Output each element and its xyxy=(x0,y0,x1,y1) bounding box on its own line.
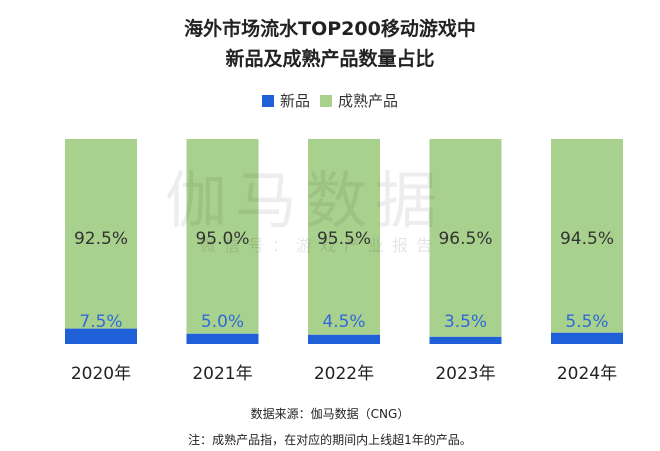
bar-mature-4 xyxy=(551,139,623,333)
bar-mature-2 xyxy=(308,139,380,335)
x-tick-label-1: 2021年 xyxy=(192,364,252,384)
legend-item-mature: 成熟产品 xyxy=(320,90,398,111)
bar-new-4 xyxy=(551,332,623,344)
bar-new-0 xyxy=(65,328,137,344)
legend-label-mature: 成熟产品 xyxy=(338,92,399,110)
x-tick-label-2: 2022年 xyxy=(314,364,374,384)
chart-title-line2: 新品及成熟产品数量占比 xyxy=(225,48,435,70)
data-label-mature-3: 96.5% xyxy=(438,229,492,249)
bar-mature-1 xyxy=(186,139,259,334)
legend-label-new: 新品 xyxy=(279,92,310,110)
data-label-mature-1: 95.0% xyxy=(195,229,249,249)
chart-legend: 新品 成熟产品 xyxy=(0,90,660,111)
data-label-new-3: 3.5% xyxy=(444,312,487,332)
data-label-new-4: 5.5% xyxy=(565,312,608,332)
watermark-subtext: 微信号：游戏产业报告 xyxy=(200,236,441,255)
bar-mature-3 xyxy=(429,139,502,337)
bar-new-3 xyxy=(429,336,502,344)
watermark-text: 伽马数据 xyxy=(165,164,446,237)
bar-mature-0 xyxy=(65,139,137,329)
x-tick-label-3: 2023年 xyxy=(435,364,495,384)
x-tick-label-0: 2020年 xyxy=(71,364,131,384)
data-label-new-0: 7.5% xyxy=(79,312,122,332)
bar-new-2 xyxy=(308,334,380,344)
legend-swatch-mature xyxy=(320,94,332,107)
chart-title-line1: 海外市场流水TOP200移动游戏中 xyxy=(184,18,476,40)
data-label-mature-4: 94.5% xyxy=(560,229,614,249)
definition-note: 注：成熟产品指，在对应的期间内上线超1年的产品。 xyxy=(188,433,472,447)
data-label-new-1: 5.0% xyxy=(201,312,244,332)
legend-item-new: 新品 xyxy=(261,90,310,111)
data-label-mature-2: 95.5% xyxy=(317,229,371,249)
data-label-new-2: 4.5% xyxy=(322,312,365,332)
bar-new-1 xyxy=(186,333,259,344)
legend-swatch-new xyxy=(261,94,274,107)
x-tick-label-4: 2024年 xyxy=(557,364,617,384)
data-source-note: 数据来源：伽马数据（CNG） xyxy=(250,407,410,421)
data-label-mature-0: 92.5% xyxy=(74,229,128,249)
